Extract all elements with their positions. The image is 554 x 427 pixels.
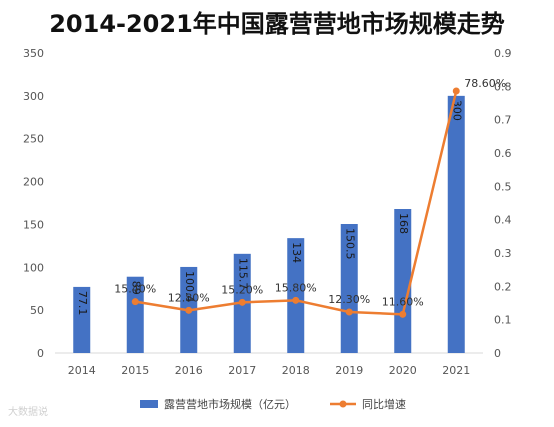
legend-line-marker — [339, 400, 347, 408]
line-data-label: 15.20% — [221, 283, 263, 296]
y-right-tick-label: 0.5 — [494, 180, 512, 193]
y-right-tick-label: 0.9 — [494, 47, 512, 60]
y-right-tick-label: 0.6 — [494, 147, 512, 160]
y-left-tick-label: 350 — [23, 47, 44, 60]
line-point — [345, 308, 353, 316]
line-data-label: 78.60% — [464, 77, 506, 90]
x-tick-label: 2018 — [282, 364, 310, 377]
line-point — [399, 310, 407, 318]
y-left-tick-label: 250 — [23, 133, 44, 146]
bar-data-label: 150.5 — [343, 228, 356, 260]
legend-bar-label: 露营营地市场规模（亿元） — [164, 397, 296, 411]
line-data-label: 15.80% — [275, 281, 317, 294]
y-left-tick-label: 50 — [30, 304, 44, 317]
line-point — [292, 296, 300, 304]
x-tick-label: 2019 — [335, 364, 363, 377]
line-data-label: 15.40% — [114, 283, 156, 296]
bar — [126, 276, 144, 353]
line-point — [131, 298, 139, 306]
x-tick-label: 2014 — [68, 364, 96, 377]
bar — [340, 224, 358, 353]
bar — [287, 238, 305, 353]
watermark: 大数据说 — [8, 405, 48, 418]
line-series — [131, 87, 460, 318]
bar-data-label: 89 — [129, 281, 142, 295]
bar-data-label: 134 — [290, 242, 303, 263]
line-point — [452, 87, 460, 95]
bar-data-label: 100.4 — [183, 271, 196, 303]
y-right-tick-label: 0.7 — [494, 114, 512, 127]
y-left-tick-label: 100 — [23, 261, 44, 274]
line-data-label: 12.30% — [328, 293, 370, 306]
legend-line-label: 同比增速 — [362, 397, 406, 411]
y-right-tick-label: 0 — [494, 347, 501, 360]
x-tick-label: 2015 — [121, 364, 149, 377]
y-right-tick-label: 0.4 — [494, 214, 512, 227]
chart-legend: 露营营地市场规模（亿元） 同比增速 — [140, 397, 406, 411]
bar-data-label: 77.1 — [76, 291, 89, 316]
y-right-tick-label: 0.1 — [494, 314, 512, 327]
line-point — [185, 306, 193, 314]
chart-axes: 0 50 100 150 200 250 300 350 0 0.1 0.2 0.3 0.4 0.5 0.6… — [23, 47, 512, 377]
bar — [73, 286, 91, 353]
x-tick-label: 2021 — [442, 364, 470, 377]
y-left-tick-label: 0 — [37, 347, 44, 360]
y-right-tick-label: 0.2 — [494, 280, 512, 293]
chart-title: 2014-2021年中国露营营地市场规模走势 — [49, 10, 505, 38]
y-left-tick-label: 150 — [23, 218, 44, 231]
bar-data-label: 115.7 — [236, 258, 249, 290]
x-tick-label: 2020 — [389, 364, 417, 377]
bar-series — [73, 95, 465, 353]
x-tick-label: 2017 — [228, 364, 256, 377]
line-data-labels: 15.40% 12.80% 15.20% 15.80% 12.30% 11.60% 78.6… — [114, 77, 506, 308]
y-right-tick-label: 0.8 — [494, 80, 512, 93]
bar — [394, 209, 412, 353]
bar — [447, 95, 465, 353]
legend-bar-swatch — [140, 400, 158, 408]
line-data-label: 11.60% — [382, 295, 424, 308]
line-point — [238, 298, 246, 306]
y-left-tick-label: 300 — [23, 90, 44, 103]
y-right-tick-label: 0.3 — [494, 247, 512, 260]
y-left-tick-label: 200 — [23, 176, 44, 189]
bar-data-label: 168 — [397, 213, 410, 234]
x-tick-label: 2016 — [175, 364, 203, 377]
line-data-label: 12.80% — [168, 291, 210, 304]
